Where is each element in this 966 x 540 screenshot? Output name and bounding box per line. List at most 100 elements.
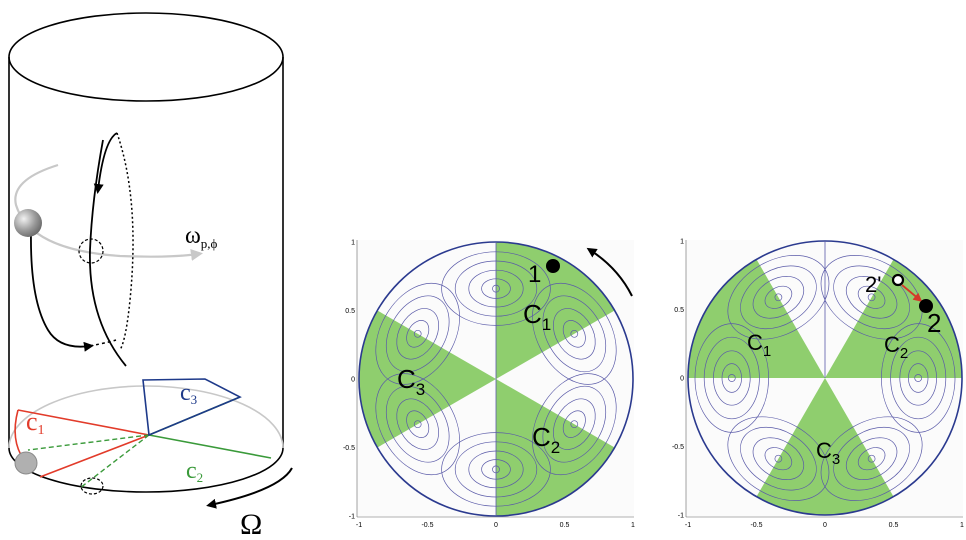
panel-b-green-sector-2 <box>688 259 825 378</box>
orbit-loop-left-dash <box>89 339 117 347</box>
cyl-c3-label: c3 <box>180 380 197 407</box>
panel-b-streamline-5-1 <box>764 447 793 471</box>
panel-a-streamline-3-4 <box>375 282 460 385</box>
panel-b-vortex-center-6 <box>867 454 876 463</box>
panel-b-streamline-3-3 <box>740 265 817 330</box>
panel-b-streamline-3-2 <box>752 276 805 319</box>
panel-b-streamline-2-3 <box>833 265 910 330</box>
cyl-c1-label: c1 <box>26 407 45 438</box>
omega-rotation-arrow <box>206 467 293 509</box>
sector-c3 <box>142 378 242 437</box>
panel-b-vortex-center-1 <box>914 374 923 382</box>
particle-rotation-path <box>14 163 203 261</box>
panel-a-green-sector-3 <box>496 379 615 516</box>
panel-a-streamline-3-3 <box>385 295 450 373</box>
panel-a-c3-label: C3 <box>397 364 425 399</box>
midpoint-dashed-marker <box>78 238 104 264</box>
panel-b-streamline-5-3 <box>740 426 817 491</box>
panel-a-green-sector-2 <box>359 310 496 448</box>
panel-b-c2-label: C2 <box>884 332 908 362</box>
panel-b-particle-prev-label: 2' <box>865 272 881 297</box>
panel-b-streamline-3-1 <box>764 285 793 309</box>
panel-b-x-tick-label: 1 <box>960 522 964 529</box>
panel-a-sectors <box>359 242 615 516</box>
cyl-c2-label: c2 <box>186 458 203 485</box>
panel-b-streamline-1-2 <box>899 350 937 406</box>
panel-b-particle <box>919 299 933 313</box>
panel-a-streamline-4-2 <box>396 398 439 450</box>
panel-b-x-tick-label: -1 <box>685 522 691 529</box>
panel-b-x-tick-label: -0.5 <box>750 522 762 529</box>
panel-b-streamline-1-3 <box>890 336 947 420</box>
base-dashed-marker <box>80 477 104 495</box>
panel-a-streamline-1-4 <box>532 282 617 385</box>
panel-a-y-tick-label: -1 <box>349 514 355 521</box>
panel-b-y-tick-label: -0.5 <box>672 444 684 451</box>
panel-b-displacement-arrow <box>901 284 923 302</box>
panel-a-streamline-3-2 <box>396 308 439 360</box>
panel-a-y-tick-label: -0.5 <box>343 445 355 452</box>
panel-b-sectors <box>688 259 962 515</box>
panel-a-streamline-6-4 <box>532 373 617 476</box>
panel-b-streamline-4-2 <box>713 350 751 406</box>
cylinder-diagram: c1 c2 c3 ωp,ϕ Ω <box>8 12 293 540</box>
panel-a-rotation-arrow <box>586 247 633 297</box>
omega-p-phi-label: ωp,ϕ <box>185 223 218 251</box>
panel-b-streamlines <box>694 255 956 501</box>
panel-a-x-tick-label: 0 <box>494 522 498 529</box>
panel-a-particle <box>546 259 560 273</box>
panel-a-streamline-4-4 <box>375 373 460 476</box>
panel-b-particle-prev <box>891 273 905 287</box>
panel-b-green-sector-1 <box>825 259 962 378</box>
panel-b-streamline-5-2 <box>752 437 805 480</box>
panel-a-x-tick-label: -1 <box>356 522 362 529</box>
panel-b-y-tick-label: 0 <box>680 376 684 383</box>
panel-b-vortex-center-5 <box>774 454 783 463</box>
panel-b-streamline-6-1 <box>857 447 886 471</box>
panel-a-particle-label: 1 <box>528 261 541 288</box>
omega-label: Ω <box>240 508 262 540</box>
orbit-loop-front <box>89 139 127 367</box>
panel-a-vortex-center-6 <box>570 420 579 429</box>
panel-b-streamline-1-1 <box>908 363 929 393</box>
panel-b-y-tick-label: 1 <box>680 239 684 246</box>
panel-b-streamline-6-3 <box>833 426 910 491</box>
panel-b-streamline-4-3 <box>703 336 760 420</box>
orbit-loop-back <box>116 132 134 351</box>
orbit-loop-left <box>30 231 94 352</box>
panel-b-green-sector-3 <box>756 378 894 515</box>
cylinder-bottom-front <box>8 447 284 493</box>
panel-a-y-tick-label: 0.5 <box>345 308 355 315</box>
panel-a-c1-label: C1 <box>523 299 551 334</box>
base-particle <box>14 451 38 475</box>
sector-c1-dashed <box>27 434 150 489</box>
sphere-particle <box>14 209 42 237</box>
panel-b-y-tick-label: 0.5 <box>674 307 684 314</box>
panel-b-c1-label: C1 <box>747 330 771 360</box>
panel-a-streamline-1-3 <box>542 295 607 373</box>
panel-a-x-tick-label: -0.5 <box>421 522 433 529</box>
panel-b-streamline-5-4 <box>727 416 830 501</box>
panel-a-x-tick-label: 1 <box>631 522 635 529</box>
panel-a-y-tick-label: 0 <box>351 377 355 384</box>
panel-b-streamline-4-1 <box>721 363 742 393</box>
cylinder-top-rim <box>8 12 284 102</box>
panel-a-streamline-1-2 <box>553 308 596 360</box>
panel-b-streamline-1-4 <box>881 323 956 433</box>
panel-b-vortex-center-2 <box>867 293 876 302</box>
panel-a-ticks: -1 -0.5 0 0.5 1 1 0.5 0 -0.5 -1 <box>343 240 635 530</box>
panel-b-streamline-2-4 <box>820 255 923 340</box>
panel-b-x-tick-label: 0.5 <box>889 522 899 529</box>
panel-b-vortex-center-3 <box>774 293 783 302</box>
panel-a: -1 -0.5 0 0.5 1 1 0.5 0 -0.5 -1 C1 C2 C3 1 <box>343 240 635 530</box>
panel-a-vortex-center-3 <box>413 329 422 338</box>
panel-b-streamline-4-4 <box>694 323 769 433</box>
panel-a-streamline-4-1 <box>406 410 430 438</box>
panel-a-streamline-1-1 <box>562 320 586 348</box>
panel-b-streamline-6-2 <box>845 437 898 480</box>
panel-b-vortex-center-4 <box>727 374 736 382</box>
panel-a-streamline-6-3 <box>542 385 607 463</box>
panel-a-c2-label: C2 <box>532 422 560 457</box>
panel-b-streamline-3-4 <box>727 255 830 340</box>
panel-a-vortex-center-4 <box>413 420 422 429</box>
